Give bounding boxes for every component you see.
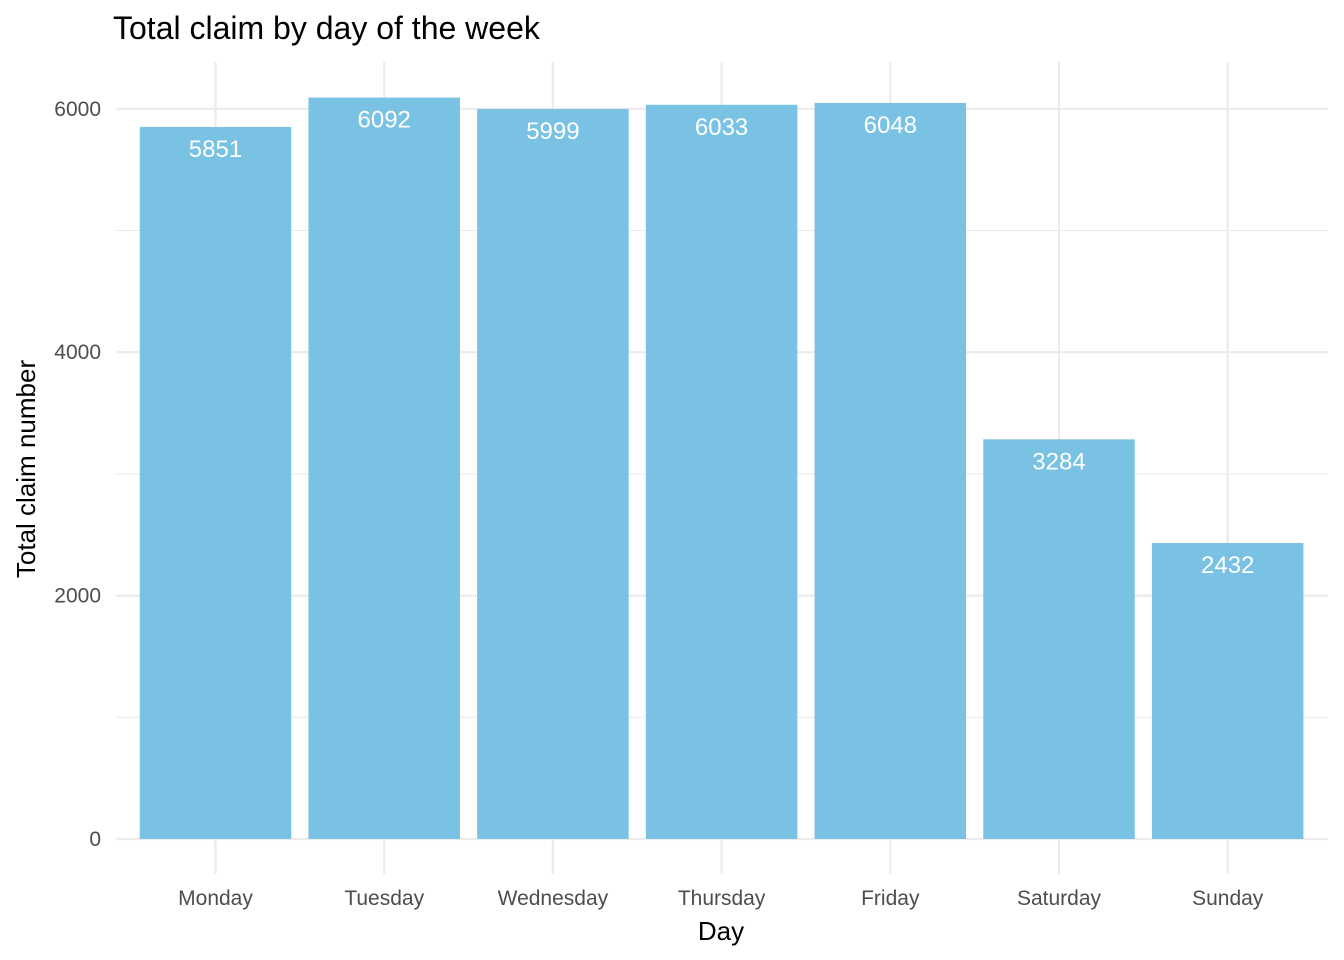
data-label: 6092: [358, 107, 411, 134]
bar-saturday: [983, 439, 1135, 839]
y-tick-label: 0: [89, 828, 101, 851]
bar-thursday: [645, 104, 798, 840]
x-tick-label: Monday: [178, 887, 253, 910]
bar-sunday: [1151, 543, 1304, 839]
bar-tuesday: [308, 97, 460, 840]
x-tick-label: Sunday: [1192, 887, 1264, 910]
x-tick-label: Tuesday: [344, 887, 424, 910]
y-tick-label: 2000: [54, 585, 101, 608]
data-label: 5999: [526, 118, 579, 145]
x-tick-label: Friday: [861, 887, 920, 910]
bar-monday: [139, 126, 292, 840]
x-axis-title: Day: [698, 916, 744, 946]
y-tick-label: 6000: [54, 98, 101, 121]
data-label: 3284: [1032, 448, 1085, 475]
y-tick-label: 4000: [54, 341, 101, 364]
x-tick-label: Thursday: [678, 887, 766, 910]
tick-label-layer: 0 2000 4000 6000 Monday Tuesday Wednesday Thurs…: [54, 98, 1264, 910]
x-tick-label: Wednesday: [498, 887, 609, 910]
data-label: 2432: [1201, 552, 1254, 579]
x-tick-label: Saturday: [1017, 887, 1102, 910]
data-label: 6033: [695, 114, 748, 141]
chart-title: Total claim by day of the week: [113, 10, 541, 46]
bar-layer: [139, 97, 1304, 840]
y-axis-title: Total claim number: [11, 360, 41, 579]
bar-wednesday: [477, 108, 629, 840]
bar-friday: [814, 102, 967, 840]
data-label: 5851: [189, 136, 242, 163]
data-label-layer: 5851 6092 5999 6033 6048 3284 2432: [189, 107, 1255, 579]
data-label: 6048: [864, 112, 917, 139]
